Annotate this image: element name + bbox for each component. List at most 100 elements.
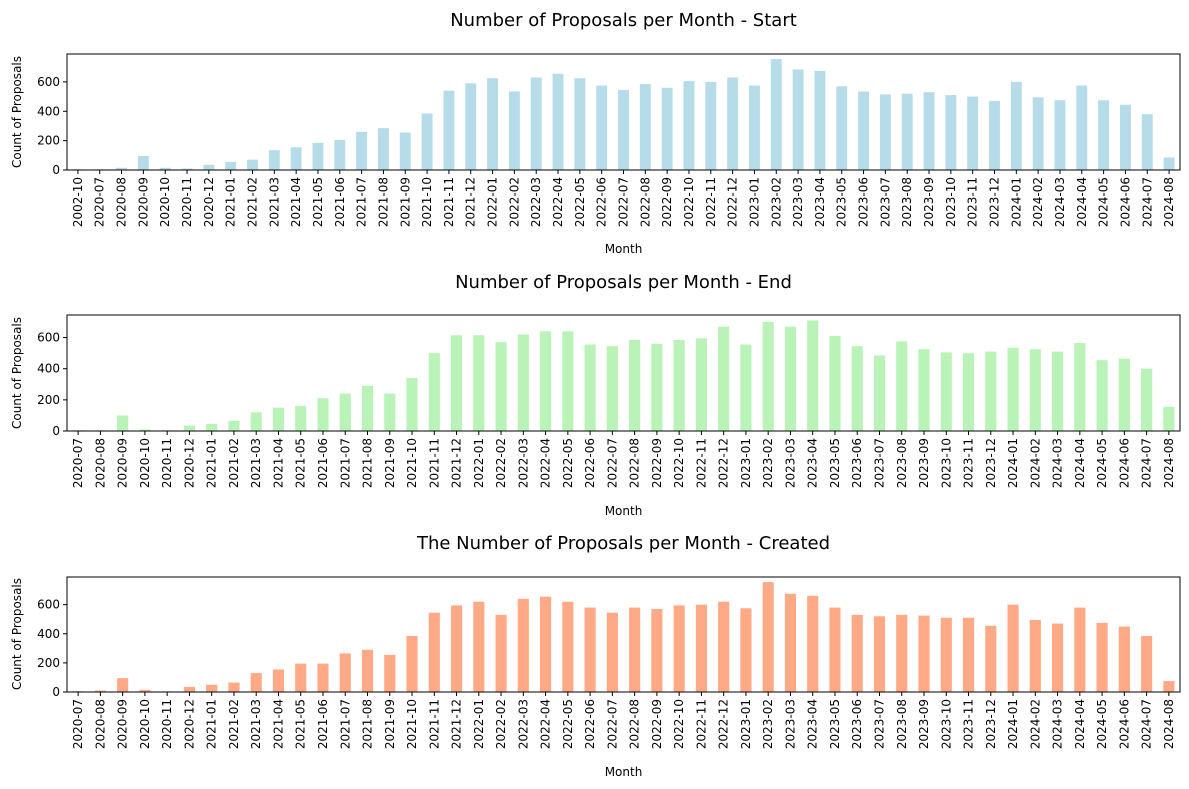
- bar: [421, 113, 433, 170]
- x-axis-label: Month: [605, 504, 643, 518]
- x-tick-label: 2022-05: [573, 177, 587, 227]
- bar: [940, 617, 952, 692]
- x-tick-label: 2022-04: [539, 438, 553, 488]
- y-tick-label: 0: [52, 424, 60, 438]
- x-tick-label: 2024-03: [1051, 699, 1065, 749]
- chart-title: Number of Proposals per Month - End: [455, 272, 792, 293]
- bar: [1032, 97, 1044, 170]
- bar: [829, 336, 841, 431]
- bar: [508, 91, 520, 170]
- x-tick-label: 2022-03: [516, 699, 530, 749]
- x-tick-label: 2023-07: [872, 438, 886, 488]
- x-tick-label: 2022-07: [605, 438, 619, 488]
- bar: [896, 341, 908, 431]
- x-tick-label: 2021-09: [383, 438, 397, 488]
- x-tick-label: 2020-12: [182, 438, 196, 488]
- x-tick-label: 2021-04: [271, 438, 285, 488]
- x-tick-label: 2024-02: [1028, 699, 1042, 749]
- bar: [989, 100, 1000, 170]
- bar: [807, 595, 819, 692]
- bar: [985, 351, 997, 431]
- x-tick-label: 2021-02: [246, 177, 260, 227]
- bar: [784, 593, 797, 692]
- y-tick-label: 600: [37, 598, 60, 612]
- x-tick-label: 2024-08: [1162, 177, 1176, 227]
- x-tick-label: 2022-12: [726, 177, 740, 227]
- bar: [183, 686, 195, 692]
- bar: [695, 604, 707, 692]
- bar: [250, 673, 262, 692]
- bar: [228, 420, 240, 431]
- bar: [1007, 347, 1019, 431]
- y-tick-label: 0: [52, 685, 60, 699]
- bar: [290, 147, 302, 170]
- bar: [718, 326, 730, 431]
- x-tick-label: 2024-07: [1140, 699, 1154, 749]
- x-tick-label: 2023-01: [739, 438, 753, 488]
- x-tick-label: 2021-03: [249, 699, 263, 749]
- bar: [1141, 635, 1153, 692]
- bar: [181, 168, 193, 170]
- bar: [399, 132, 411, 170]
- bar: [465, 83, 477, 170]
- bar: [851, 614, 863, 692]
- bar: [858, 91, 870, 170]
- chart-panel-end: Number of Proposals per Month - End 2020…: [10, 272, 1181, 518]
- bar: [629, 339, 641, 431]
- x-tick-label: 2020-12: [202, 177, 216, 227]
- x-tick-label: 2021-06: [333, 177, 347, 227]
- bar: [873, 616, 886, 692]
- bar: [923, 92, 935, 170]
- x-tick-label: 2022-02: [494, 438, 508, 488]
- bar: [1119, 104, 1131, 170]
- x-tick-label: 2021-10: [405, 438, 419, 488]
- x-tick-label: 2021-07: [338, 699, 352, 749]
- bar: [339, 393, 351, 431]
- x-tick-label: 2023-09: [922, 177, 936, 227]
- axes-frame: [66, 314, 1181, 432]
- bar: [807, 320, 819, 431]
- bar: [873, 355, 886, 431]
- x-tick-label: 2021-08: [361, 699, 375, 749]
- x-tick-label: 2022-09: [650, 438, 664, 488]
- bar: [295, 406, 307, 431]
- x-tick-label: 2024-05: [1095, 438, 1109, 488]
- x-tick-label: 2024-01: [1006, 438, 1020, 488]
- x-tick-label: 2020-08: [93, 699, 107, 749]
- x-tick-label: 2020-12: [182, 699, 196, 749]
- x-tick-label: 2020-07: [71, 438, 85, 488]
- y-tick-label: 600: [37, 331, 60, 345]
- bar: [606, 346, 618, 431]
- bar: [552, 73, 564, 170]
- x-tick-label: 2020-07: [93, 177, 107, 227]
- chart-title: Number of Proposals per Month - Start: [450, 10, 797, 31]
- bar: [377, 128, 389, 170]
- bar: [317, 663, 329, 692]
- x-tick-label: 2023-04: [806, 438, 820, 488]
- x-tick-label: 2024-04: [1075, 177, 1089, 227]
- x-tick-label: 2023-04: [813, 177, 827, 227]
- bar: [1029, 619, 1041, 692]
- bar: [1163, 681, 1175, 692]
- x-tick-label: 2023-03: [783, 438, 797, 488]
- bar: [139, 429, 151, 431]
- bar: [740, 608, 752, 692]
- bar: [770, 59, 782, 170]
- bar: [450, 605, 463, 692]
- x-tick-label: 2024-04: [1073, 438, 1087, 488]
- x-tick-label: 2021-12: [450, 699, 464, 749]
- bar: [851, 346, 863, 431]
- bar: [406, 635, 418, 692]
- x-tick-label: 2023-09: [917, 699, 931, 749]
- bar: [384, 654, 396, 692]
- bar: [487, 78, 499, 170]
- x-tick-label: 2023-03: [791, 177, 805, 227]
- x-tick-label: 2021-03: [249, 438, 263, 488]
- x-tick-label: 2021-04: [271, 699, 285, 749]
- bar: [268, 150, 280, 170]
- x-tick-label: 2020-11: [160, 438, 174, 488]
- x-tick-label: 2022-02: [507, 177, 521, 227]
- x-tick-label: 2021-01: [205, 438, 219, 488]
- x-tick-label: 2023-10: [939, 699, 953, 749]
